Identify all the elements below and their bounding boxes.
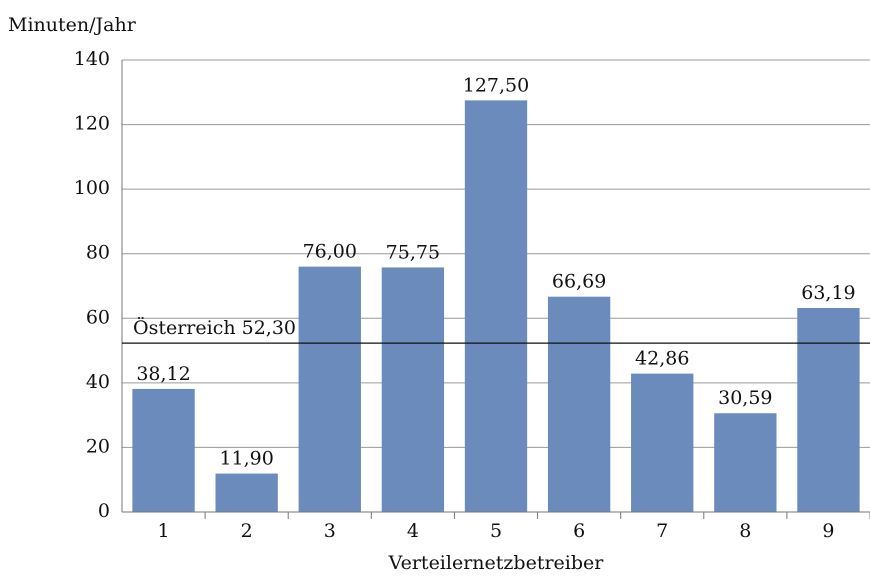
bar	[631, 373, 694, 512]
x-tick-label: 9	[822, 520, 834, 542]
value-label: 11,90	[219, 448, 273, 470]
value-label: 63,19	[801, 282, 855, 304]
x-tick-label: 6	[573, 520, 585, 542]
y-tick-label: 80	[86, 242, 110, 264]
bar	[547, 296, 611, 512]
y-tick-label: 140	[74, 48, 110, 70]
y-tick-label: 100	[74, 177, 110, 199]
value-label: 75,75	[386, 241, 440, 263]
reference-label: Österreich 52,30	[133, 316, 296, 339]
x-tick-label: 3	[324, 520, 336, 542]
bar	[381, 267, 445, 512]
y-tick-label: 60	[86, 306, 110, 328]
bar	[464, 100, 528, 512]
y-tick-label: 120	[74, 113, 110, 135]
value-label: 42,86	[635, 348, 689, 370]
value-label: 30,59	[718, 387, 772, 409]
value-label: 38,12	[136, 363, 190, 385]
x-tick-label: 5	[490, 520, 502, 542]
value-label: 66,69	[552, 271, 606, 293]
x-tick-label: 2	[241, 520, 253, 542]
y-tick-label: 40	[86, 371, 110, 393]
x-tick-label: 7	[656, 520, 668, 542]
bar	[714, 413, 777, 512]
value-label: 127,50	[463, 74, 529, 96]
x-tick-label: 1	[158, 520, 170, 542]
x-axis-label: Verteilernetzbetreiber	[388, 552, 605, 574]
bar	[132, 388, 195, 512]
value-label: 76,00	[303, 241, 357, 263]
x-tick-label: 4	[407, 520, 419, 542]
x-tick-label: 8	[739, 520, 751, 542]
bar	[298, 266, 361, 512]
bar	[215, 473, 278, 512]
bar	[797, 307, 860, 512]
y-tick-label: 0	[98, 500, 110, 522]
y-axis-label: Minuten/Jahr	[8, 14, 137, 36]
y-tick-label: 20	[86, 435, 110, 457]
